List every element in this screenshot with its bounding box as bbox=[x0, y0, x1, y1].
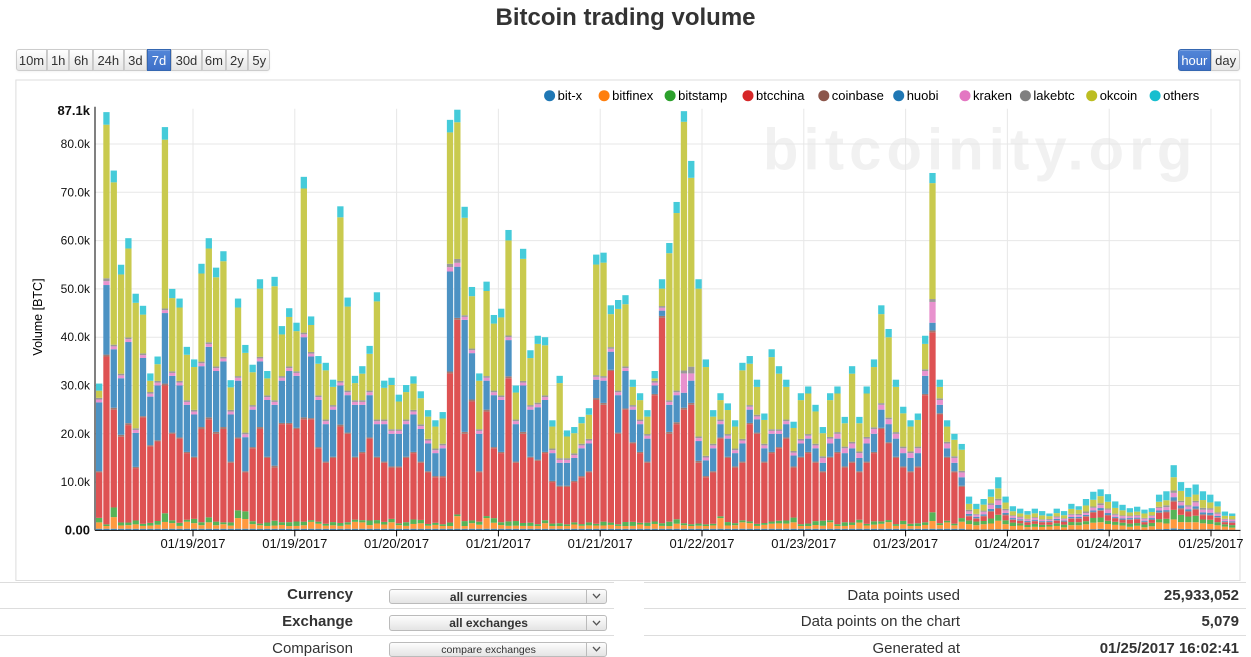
svg-text:lakebtc: lakebtc bbox=[1033, 88, 1075, 103]
svg-text:others: others bbox=[1163, 88, 1200, 103]
svg-text:01/19/2017: 01/19/2017 bbox=[160, 536, 225, 551]
svg-text:87.1k: 87.1k bbox=[57, 103, 90, 118]
svg-text:01/22/2017: 01/22/2017 bbox=[669, 536, 734, 551]
svg-text:01/21/2017: 01/21/2017 bbox=[568, 536, 633, 551]
svg-text:coinbase: coinbase bbox=[832, 88, 884, 103]
svg-text:70.0k: 70.0k bbox=[61, 185, 91, 199]
svg-text:bitstamp: bitstamp bbox=[678, 88, 727, 103]
svg-text:20.0k: 20.0k bbox=[61, 427, 91, 441]
svg-text:01/25/2017: 01/25/2017 bbox=[1178, 536, 1243, 551]
svg-text:01/23/2017: 01/23/2017 bbox=[771, 536, 836, 551]
svg-text:btcchina: btcchina bbox=[756, 88, 805, 103]
svg-text:01/24/2017: 01/24/2017 bbox=[1077, 536, 1142, 551]
svg-text:40.0k: 40.0k bbox=[61, 330, 91, 344]
svg-text:80.0k: 80.0k bbox=[61, 137, 91, 151]
svg-text:bitfinex: bitfinex bbox=[612, 88, 654, 103]
svg-text:60.0k: 60.0k bbox=[61, 234, 91, 248]
svg-text:bit-x: bit-x bbox=[558, 88, 583, 103]
svg-text:50.0k: 50.0k bbox=[61, 282, 91, 296]
svg-text:Volume [BTC]: Volume [BTC] bbox=[31, 278, 45, 355]
svg-text:01/23/2017: 01/23/2017 bbox=[873, 536, 938, 551]
svg-text:10.0k: 10.0k bbox=[61, 475, 91, 489]
svg-text:01/20/2017: 01/20/2017 bbox=[364, 536, 429, 551]
svg-text:01/19/2017: 01/19/2017 bbox=[262, 536, 327, 551]
svg-text:bitcoinity.org: bitcoinity.org bbox=[763, 118, 1197, 183]
svg-text:0.00: 0.00 bbox=[65, 522, 90, 537]
svg-text:okcoin: okcoin bbox=[1100, 88, 1138, 103]
svg-text:30.0k: 30.0k bbox=[61, 379, 91, 393]
svg-text:kraken: kraken bbox=[973, 88, 1012, 103]
svg-text:01/24/2017: 01/24/2017 bbox=[975, 536, 1040, 551]
svg-text:01/21/2017: 01/21/2017 bbox=[466, 536, 531, 551]
svg-text:huobi: huobi bbox=[907, 88, 939, 103]
